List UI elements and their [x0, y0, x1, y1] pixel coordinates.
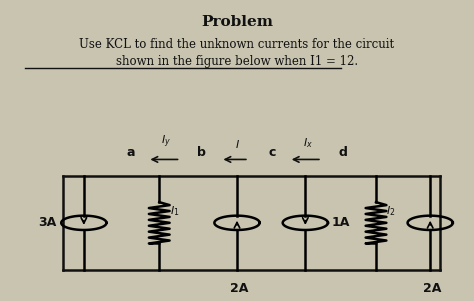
Text: Problem: Problem	[201, 15, 273, 29]
Text: 3A: 3A	[38, 216, 56, 229]
Text: 1A: 1A	[331, 216, 350, 229]
Text: c: c	[269, 147, 276, 160]
Text: 2A: 2A	[423, 282, 442, 295]
Text: $I_1$: $I_1$	[170, 204, 179, 218]
Text: Use KCL to find the unknown currents for the circuit: Use KCL to find the unknown currents for…	[80, 38, 394, 51]
Text: $I_2$: $I_2$	[386, 204, 396, 218]
Text: d: d	[338, 147, 347, 160]
Text: b: b	[197, 147, 206, 160]
Text: a: a	[127, 147, 135, 160]
Text: 2A: 2A	[230, 282, 248, 295]
Text: $I_y$: $I_y$	[161, 134, 171, 150]
Text: shown in the figure below when I1 = 12.: shown in the figure below when I1 = 12.	[116, 54, 358, 67]
Text: $I_x$: $I_x$	[303, 137, 313, 150]
Text: $I$: $I$	[235, 138, 239, 150]
